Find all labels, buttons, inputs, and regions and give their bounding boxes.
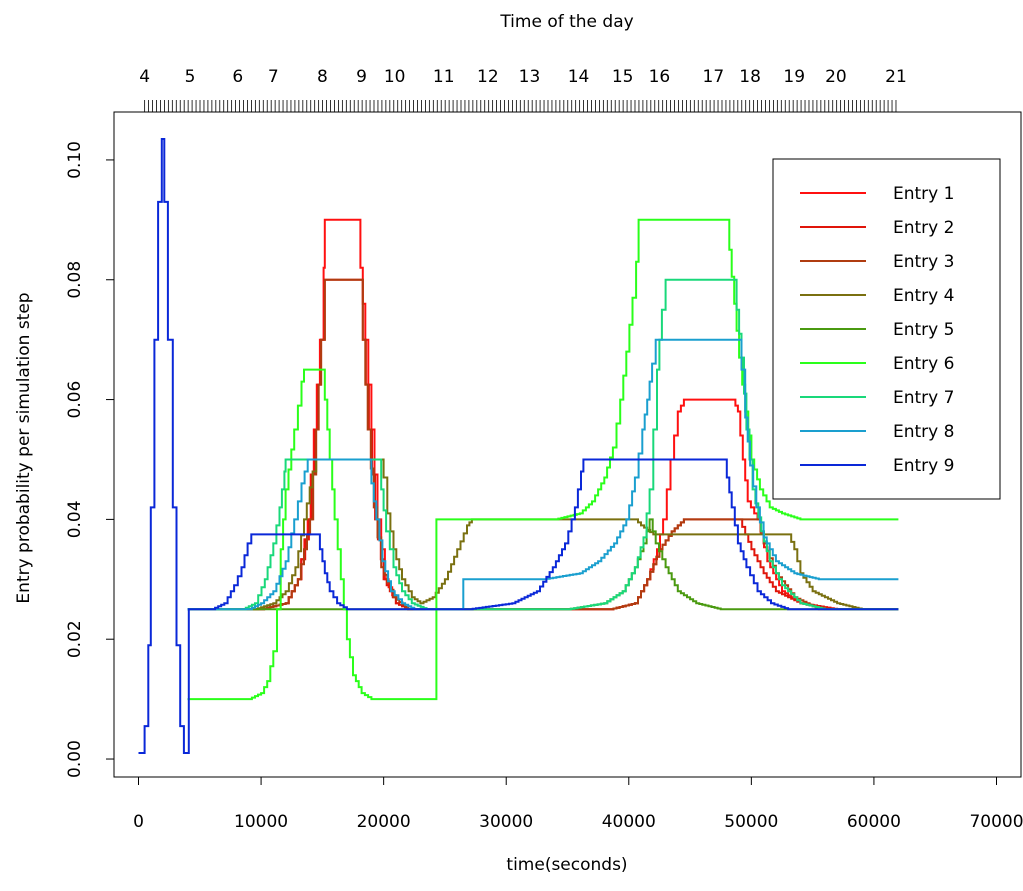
- top-tick-label: 7: [268, 67, 279, 87]
- top-tick-label: 12: [477, 67, 499, 87]
- x-tick-label: 30000: [479, 812, 533, 832]
- top-tick-label: 20: [825, 67, 847, 87]
- legend-label-entry-7: Entry 7: [893, 388, 954, 408]
- top-tick-label: 17: [703, 67, 725, 87]
- top-tick-label: 6: [232, 67, 243, 87]
- x-tick-label: 40000: [602, 812, 656, 832]
- legend-label-entry-2: Entry 2: [893, 218, 954, 238]
- x-tick-label: 70000: [969, 812, 1023, 832]
- top-tick-label: 4: [139, 67, 150, 87]
- top-tick-label: 9: [356, 67, 367, 87]
- legend-label-entry-4: Entry 4: [893, 286, 954, 306]
- x-axis-title: time(seconds): [506, 855, 627, 875]
- series-line-entry-6: [187, 218, 899, 701]
- legend-label-entry-1: Entry 1: [893, 184, 954, 204]
- top-tick-label: 5: [185, 67, 196, 87]
- x-axis: 0 10000 20000 30000 40000 50000 60000 70000: [133, 776, 1023, 832]
- y-tick-label: 0.08: [65, 261, 85, 299]
- y-tick-label: 0.02: [65, 620, 85, 658]
- legend-label-entry-3: Entry 3: [893, 252, 954, 272]
- y-axis: 0.00 0.02 0.04 0.06 0.08 0.10: [65, 141, 115, 778]
- top-tick-label: 18: [739, 67, 761, 87]
- top-tick-label: 13: [519, 67, 541, 87]
- x-tick-label: 60000: [847, 812, 901, 832]
- top-axis-title: Time of the day: [499, 12, 633, 32]
- top-tick-label: 15: [612, 67, 634, 87]
- legend: Entry 1 Entry 2 Entry 3 Entry 4 Entry 5 Entry…: [772, 158, 1001, 500]
- legend-label-entry-8: Entry 8: [893, 422, 954, 442]
- y-tick-label: 0.06: [65, 381, 85, 419]
- top-tick-label: 10: [384, 67, 406, 87]
- series-line-entry-9: [138, 138, 899, 754]
- top-tick-label: 14: [568, 67, 590, 87]
- x-tick-label: 20000: [357, 812, 411, 832]
- top-tick-label: 19: [783, 67, 805, 87]
- y-tick-label: 0.10: [65, 141, 85, 179]
- legend-label-entry-5: Entry 5: [893, 320, 954, 340]
- series-line-entry-4: [187, 458, 899, 611]
- y-axis-title: Entry probability per simulation step: [14, 292, 34, 603]
- top-tick-label: 16: [649, 67, 671, 87]
- top-tick-label: 21: [885, 67, 907, 87]
- legend-label-entry-6: Entry 6: [893, 354, 954, 374]
- legend-label-entry-9: Entry 9: [893, 456, 954, 476]
- y-tick-label: 0.00: [65, 740, 85, 778]
- top-tick-label: 8: [317, 67, 328, 87]
- x-tick-label: 10000: [234, 812, 288, 832]
- series-layer: [138, 138, 899, 754]
- series-line-entry-8: [187, 338, 899, 611]
- x-tick-label: 50000: [724, 812, 778, 832]
- y-tick-label: 0.04: [65, 500, 85, 538]
- x-tick-label: 0: [133, 812, 144, 832]
- top-tick-label: 11: [433, 67, 455, 87]
- top-axis: 4 5 6 7 8 9 10 11 12 13 14 15 16 17 18 19 20 21: [139, 67, 907, 113]
